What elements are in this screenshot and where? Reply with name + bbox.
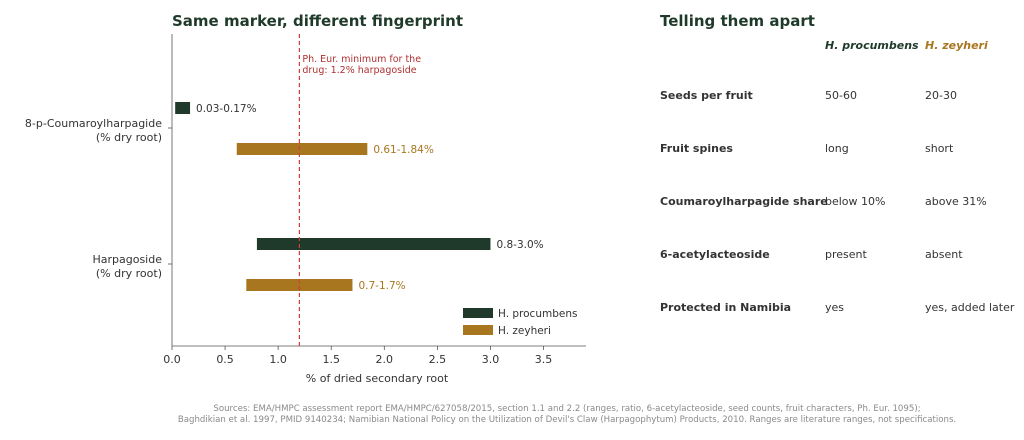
- column-header-zeyheri: H. zeyheri: [925, 39, 988, 52]
- row-feature: Protected in Namibia: [660, 301, 792, 314]
- bar-value-label: 0.8-3.0%: [496, 239, 543, 251]
- category-label: Harpagoside: [92, 253, 162, 266]
- legend-swatch: [463, 308, 493, 318]
- x-tick-label: 1.0: [269, 353, 287, 366]
- comparison-title: Telling them apart: [660, 12, 815, 30]
- table-row: Protected in Namibia yes yes, added late…: [660, 301, 1024, 317]
- chart-title: Same marker, different fingerprint: [172, 12, 464, 30]
- bar-value-label: 0.61-1.84%: [373, 144, 434, 156]
- row-value-procumbens: 50-60: [825, 89, 857, 102]
- range-bar: [175, 102, 191, 114]
- reference-line-label: Ph. Eur. minimum for the: [302, 54, 421, 65]
- bar-value-label: 0.03-0.17%: [196, 103, 257, 115]
- row-value-zeyheri: absent: [925, 248, 963, 261]
- legend-label: H. procumbens: [498, 308, 577, 320]
- table-row: Fruit spines long short: [660, 142, 1024, 158]
- x-tick-label: 0.5: [216, 353, 234, 366]
- range-bar-chart: 0.0 0.5 1.0 1.5 2.0 2.5 3.0 3.5 % of dried secon…: [25, 34, 586, 385]
- category-label: (% dry root): [96, 267, 162, 280]
- row-value-procumbens: yes: [825, 301, 845, 314]
- row-feature: Coumaroylharpagide share: [660, 195, 828, 208]
- legend-swatch: [463, 325, 493, 335]
- x-tick-label: 0.0: [163, 353, 181, 366]
- category-label: 8-p-Coumaroylharpagide: [25, 117, 162, 130]
- row-feature: 6-acetylacteoside: [660, 248, 770, 261]
- sources-line: Baghdikian et al. 1997, PMID 9140234; Na…: [177, 415, 957, 425]
- x-tick-label: 3.0: [482, 353, 500, 366]
- x-tick-label: 3.5: [535, 353, 553, 366]
- row-feature: Seeds per fruit: [660, 89, 753, 102]
- x-tick-label: 1.5: [322, 353, 340, 366]
- table-row: Seeds per fruit 50-60 20-30: [660, 89, 1024, 105]
- x-axis-label: % of dried secondary root: [306, 372, 449, 385]
- row-value-zeyheri: 20-30: [925, 89, 957, 102]
- row-value-procumbens: present: [825, 248, 867, 261]
- range-bar: [246, 279, 353, 291]
- row-value-procumbens: long: [825, 142, 849, 155]
- row-value-zeyheri: above 31%: [925, 195, 987, 208]
- reference-line-label: drug: 1.2% harpagoside: [302, 65, 416, 76]
- column-header-procumbens: H. procumbens: [825, 39, 919, 52]
- x-tick-label: 2.5: [429, 353, 447, 366]
- row-value-zeyheri: yes, added later: [925, 301, 1015, 314]
- x-tick-label: 2.0: [376, 353, 394, 366]
- range-bar: [236, 143, 368, 155]
- category-label: (% dry root): [96, 131, 162, 144]
- legend-label: H. zeyheri: [498, 325, 551, 337]
- row-value-zeyheri: short: [925, 142, 954, 155]
- comparison-table: H. procumbens H. zeyheri Seeds per fruit…: [660, 0, 1024, 330]
- bar-value-label: 0.7-1.7%: [358, 280, 405, 292]
- sources-line: Sources: EMA/HMPC assessment report EMA/…: [213, 404, 921, 414]
- table-row: 6-acetylacteoside present absent: [660, 248, 1024, 264]
- row-feature: Fruit spines: [660, 142, 733, 155]
- table-row: Coumaroylharpagide share below 10% above…: [660, 195, 1024, 211]
- sources-note: Sources: EMA/HMPC assessment report EMA/…: [0, 404, 1024, 426]
- row-value-procumbens: below 10%: [825, 195, 886, 208]
- range-bar: [256, 238, 491, 250]
